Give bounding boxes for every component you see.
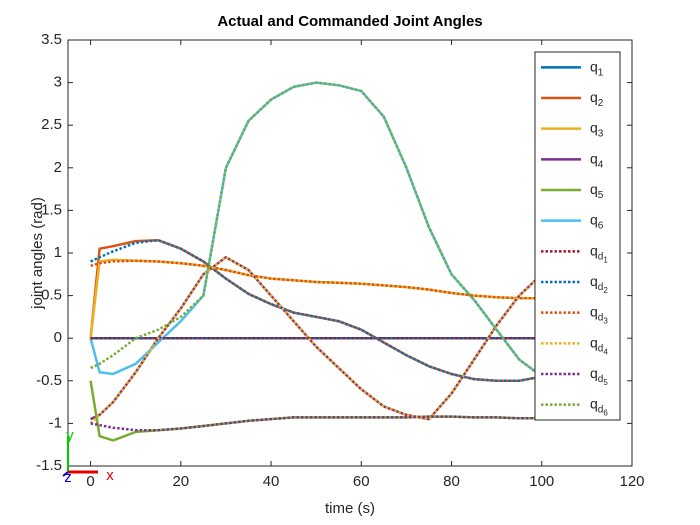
series-line xyxy=(89,380,542,442)
legend-box xyxy=(534,51,621,421)
y-tick-label: 2.5 xyxy=(41,116,62,133)
y-axis-label: joint angles (rad) xyxy=(29,197,46,310)
legend-label: qd4 xyxy=(590,334,608,356)
y-tick-label: 1.5 xyxy=(41,201,62,218)
triad-axis xyxy=(62,471,69,477)
legend-label: q3 xyxy=(590,119,604,139)
axes-box xyxy=(67,39,633,467)
y-tick-label: 3 xyxy=(54,74,62,91)
y-tick-label: 2 xyxy=(54,159,62,176)
y-tick-label: 3.5 xyxy=(41,31,62,48)
series-line xyxy=(90,259,542,300)
x-tick-label: 40 xyxy=(263,473,280,490)
triad-label: y xyxy=(66,427,74,444)
y-tick-label: -1 xyxy=(49,414,62,431)
legend-label: q1 xyxy=(590,58,604,78)
legend-label: qd3 xyxy=(590,303,608,325)
series-line xyxy=(89,256,543,425)
chart-title: Actual and Commanded Joint Angles xyxy=(217,13,482,30)
series-line xyxy=(90,238,543,383)
legend-label: q4 xyxy=(590,150,604,170)
triad-label: x xyxy=(106,467,114,484)
x-tick-label: 20 xyxy=(172,473,189,490)
y-tick-label: -0.5 xyxy=(36,372,62,389)
legend-label: qd1 xyxy=(590,242,608,264)
x-tick-label: 100 xyxy=(529,473,554,490)
legend-label: qd6 xyxy=(590,395,608,417)
x-tick-label: 0 xyxy=(86,473,94,490)
y-tick-label: 0 xyxy=(54,329,62,346)
x-tick-label: 60 xyxy=(353,473,370,490)
legend-label: qd2 xyxy=(590,273,608,295)
x-axis-label: time (s) xyxy=(325,500,375,517)
series-group xyxy=(89,81,543,442)
y-tick-label: 1 xyxy=(54,244,62,261)
y-tick-label: 0.5 xyxy=(41,287,62,304)
legend-label: q2 xyxy=(590,89,604,109)
triad-label: z xyxy=(64,469,72,486)
y-tick-label: -1.5 xyxy=(36,457,62,474)
x-tick-label: 80 xyxy=(443,473,460,490)
legend-label: q5 xyxy=(590,181,604,201)
legend-label: q6 xyxy=(590,211,604,231)
legend-label: qd5 xyxy=(590,365,608,387)
x-tick-label: 120 xyxy=(619,473,644,490)
